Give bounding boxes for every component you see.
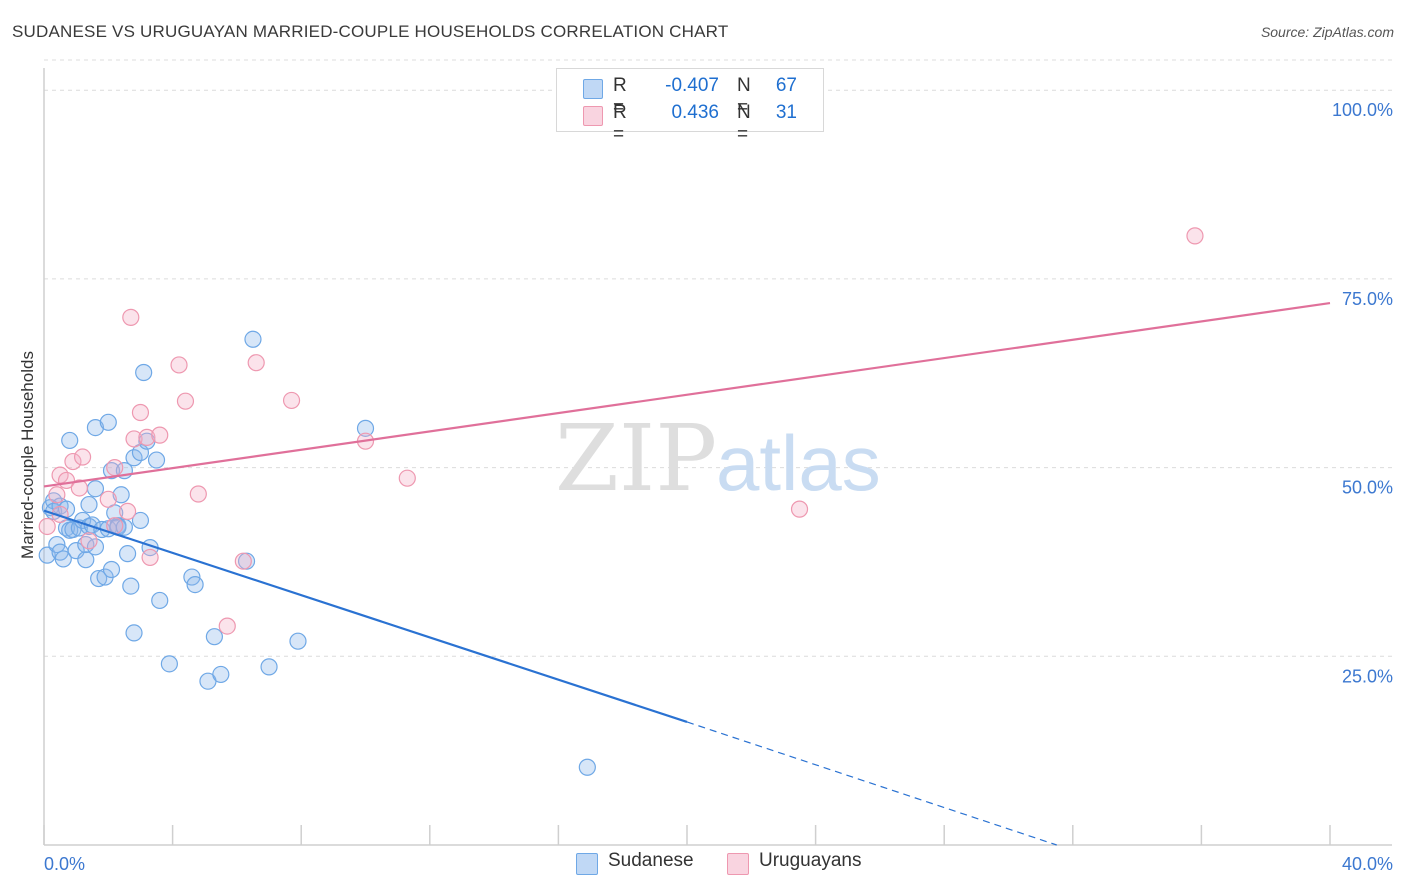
- data-point-uruguayans: [70, 479, 88, 497]
- data-point-sudanese: [125, 624, 143, 642]
- data-point-sudanese: [86, 538, 105, 556]
- legend-n-label: N =: [737, 75, 751, 118]
- data-point-sudanese: [38, 546, 56, 564]
- data-point-sudanese: [212, 665, 230, 684]
- data-point-uruguayans: [282, 391, 301, 410]
- data-point-sudanese: [102, 560, 121, 579]
- data-point-sudanese: [356, 419, 375, 437]
- data-point-uruguayans: [106, 458, 124, 477]
- legend-r-label: R =: [613, 75, 627, 118]
- y-tick-label: 50.0%: [1342, 478, 1393, 498]
- data-point-sudanese: [54, 550, 72, 568]
- data-point-sudanese: [102, 462, 121, 480]
- data-point-sudanese: [122, 577, 140, 595]
- data-point-sudanese: [151, 591, 169, 610]
- data-point-sudanese: [289, 632, 307, 650]
- trend-line-sudanese: [43, 509, 688, 724]
- data-point-uruguayans: [38, 517, 56, 536]
- data-point-sudanese: [61, 431, 79, 450]
- data-point-uruguayans: [176, 392, 195, 410]
- data-point-sudanese: [86, 418, 105, 437]
- bottom-legend-label-sudanese: Sudanese: [608, 850, 694, 871]
- data-point-uruguayans: [218, 617, 236, 635]
- x-tick-label: 0.0%: [44, 854, 85, 874]
- data-point-sudanese: [118, 545, 137, 563]
- data-point-sudanese: [260, 658, 278, 676]
- data-point-uruguayans: [170, 356, 188, 374]
- data-point-uruguayans: [48, 486, 66, 504]
- y-tick-label: 100.0%: [1332, 100, 1393, 120]
- grid-lines: [44, 59, 1392, 657]
- legend-swatch-uruguayans: [583, 106, 603, 126]
- bottom-legend-swatch-uruguayans: [727, 853, 749, 875]
- watermark-atlas: atlas: [716, 419, 881, 507]
- data-point-sudanese: [578, 758, 596, 776]
- y-tick-label: 25.0%: [1342, 666, 1393, 686]
- data-point-sudanese: [90, 569, 108, 588]
- data-point-uruguayans: [122, 308, 140, 326]
- x-tick-label: 40.0%: [1342, 854, 1393, 874]
- data-point-sudanese: [160, 655, 178, 673]
- data-point-sudanese: [186, 575, 204, 594]
- data-point-uruguayans: [125, 430, 143, 448]
- bottom-legend-label-uruguayans: Uruguayans: [759, 850, 862, 871]
- axes: [43, 68, 1392, 846]
- chart-title: SUDANESE VS URUGUAYAN MARRIED-COUPLE HOU…: [12, 22, 729, 41]
- data-point-uruguayans: [790, 500, 809, 518]
- data-point-sudanese: [147, 451, 166, 469]
- data-point-uruguayans: [151, 426, 169, 444]
- data-point-uruguayans: [247, 354, 265, 372]
- legend-r-label: R =: [613, 102, 627, 145]
- data-point-sudanese: [77, 551, 95, 569]
- watermark: ZIP atlas: [555, 405, 881, 512]
- data-point-uruguayans: [234, 552, 252, 570]
- data-point-uruguayans: [80, 532, 98, 550]
- data-point-sudanese: [131, 511, 150, 530]
- y-tick-label: 75.0%: [1342, 289, 1393, 309]
- legend-n-value: 31: [775, 102, 797, 123]
- legend-n-value: 67: [775, 75, 797, 96]
- data-point-uruguayans: [189, 485, 207, 503]
- data-point-uruguayans: [1186, 227, 1204, 245]
- data-point-sudanese: [205, 628, 223, 646]
- data-point-uruguayans: [64, 452, 82, 471]
- legend-r-value: 0.436: [671, 102, 719, 123]
- data-points: [38, 227, 1204, 776]
- data-point-sudanese: [80, 495, 98, 514]
- legend-swatch-sudanese: [583, 79, 603, 99]
- bottom-legend-swatch-sudanese: [576, 853, 598, 875]
- data-point-uruguayans: [398, 469, 416, 487]
- data-point-sudanese: [244, 330, 262, 348]
- trend-line-sudanese-extrapolated: [686, 721, 1057, 846]
- source-label: Source: ZipAtlas.com: [1260, 24, 1394, 40]
- stats-legend: R = -0.407 N = 67 R = 0.436 N = 31: [556, 68, 824, 145]
- data-point-sudanese: [112, 486, 130, 504]
- data-point-uruguayans: [99, 490, 117, 508]
- data-point-uruguayans: [138, 428, 156, 447]
- watermark-zip: ZIP: [555, 405, 717, 512]
- data-point-uruguayans: [73, 448, 92, 466]
- data-point-uruguayans: [131, 403, 150, 422]
- y-axis-label: Married-couple Households: [18, 351, 37, 559]
- data-point-sudanese: [99, 413, 117, 431]
- regression-lines: [43, 301, 1331, 846]
- data-point-uruguayans: [118, 502, 137, 520]
- trend-line-uruguayans: [43, 301, 1331, 488]
- data-point-uruguayans: [141, 548, 159, 567]
- tick-labels: 25.0% 50.0% 75.0% 100.0% 0.0% 40.0%: [44, 100, 1393, 874]
- legend-r-value: -0.407: [665, 75, 719, 96]
- legend-n-label: N =: [737, 102, 751, 145]
- data-point-sudanese: [86, 480, 105, 498]
- data-point-sudanese: [135, 363, 153, 382]
